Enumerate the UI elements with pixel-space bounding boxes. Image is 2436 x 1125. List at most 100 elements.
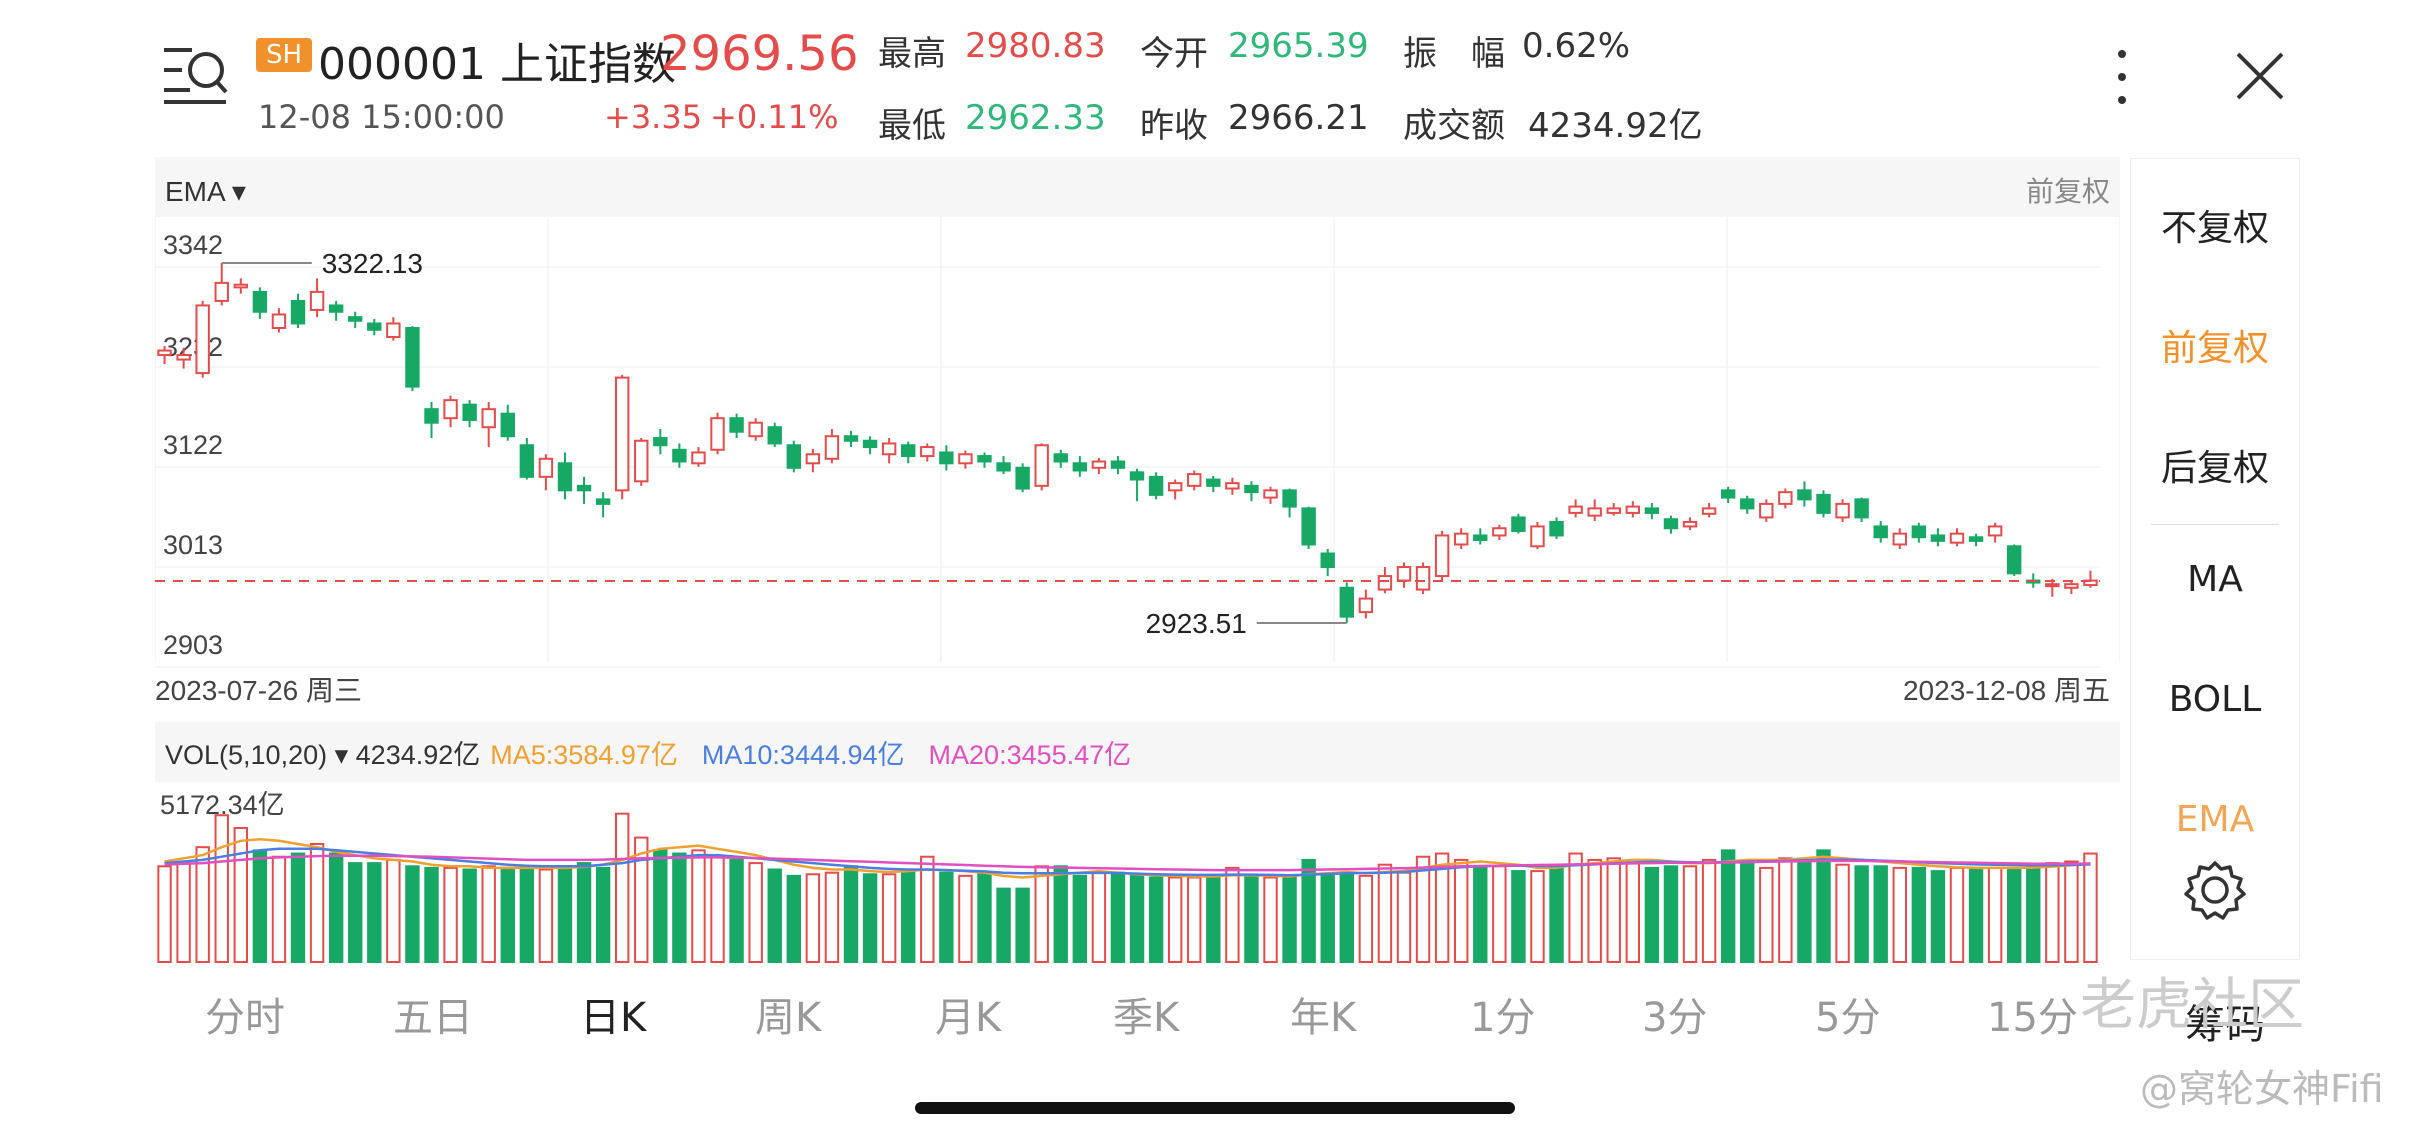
candle-body bbox=[424, 408, 439, 424]
candle-body bbox=[1415, 566, 1431, 591]
candle-body bbox=[1473, 534, 1488, 541]
candle-body bbox=[1034, 444, 1049, 487]
volume-bar bbox=[405, 865, 420, 964]
home-indicator[interactable] bbox=[915, 1102, 1515, 1114]
amplitude-label: 振 幅 bbox=[1403, 34, 1505, 74]
candle-body bbox=[1797, 489, 1812, 501]
option-forward-adjust[interactable]: 前复权 bbox=[2160, 328, 2269, 369]
volume-bar bbox=[1492, 865, 1507, 964]
candle-body bbox=[958, 453, 973, 465]
option-ema[interactable]: EMA bbox=[2175, 799, 2255, 840]
candle-body bbox=[1606, 507, 1621, 514]
volume-bar bbox=[519, 866, 535, 964]
candle-body bbox=[481, 408, 496, 429]
volume-bar bbox=[710, 855, 725, 964]
candle-body bbox=[1320, 552, 1335, 569]
candle-body bbox=[328, 304, 344, 313]
volume-bar bbox=[1454, 858, 1469, 963]
candle-body bbox=[1873, 525, 1888, 539]
tab-chips[interactable]: 筹码 bbox=[2185, 1002, 2265, 1048]
volume-bar bbox=[1663, 865, 1679, 964]
candle-body bbox=[500, 412, 515, 438]
menu-search-icon[interactable] bbox=[160, 40, 230, 110]
tab-3min[interactable]: 3分 bbox=[1642, 995, 1708, 1041]
candle-body bbox=[271, 313, 287, 329]
candle-body bbox=[1072, 462, 1088, 472]
option-boll[interactable]: BOLL bbox=[2168, 679, 2262, 720]
volume-bar bbox=[1148, 876, 1164, 964]
settings-gear-icon[interactable] bbox=[2184, 859, 2246, 921]
vol-indicator-selector[interactable]: VOL(5,10,20) bbox=[165, 740, 327, 770]
vol-current: 4234.92亿 bbox=[356, 740, 481, 770]
volume-bar bbox=[2026, 865, 2041, 964]
candle-body bbox=[1701, 507, 1717, 515]
option-ma[interactable]: MA bbox=[2187, 559, 2243, 600]
candle-body bbox=[881, 442, 897, 456]
volume-bar bbox=[1854, 865, 1869, 964]
close-icon[interactable] bbox=[2232, 48, 2288, 104]
candle-body bbox=[1987, 525, 2003, 537]
candle-body bbox=[1949, 532, 1965, 544]
volume-bar bbox=[576, 862, 592, 963]
indicator-selector[interactable]: EMA ▾ bbox=[165, 176, 246, 207]
candle-body bbox=[1434, 534, 1450, 578]
quote-time: 12-08 15:00:00 bbox=[258, 98, 505, 136]
tab-daily-k[interactable]: 日K bbox=[580, 995, 647, 1041]
kline-chart[interactable]: EMA ▾ 前复权 3342 3232 3122 3013 2903 3322.13 29… bbox=[154, 157, 2121, 967]
candle-body bbox=[1549, 520, 1564, 537]
volume-bar bbox=[271, 855, 287, 964]
volume-bar bbox=[1301, 858, 1316, 963]
tab-yearly-k[interactable]: 年K bbox=[1290, 995, 1357, 1041]
tab-1min[interactable]: 1分 bbox=[1470, 995, 1536, 1041]
volume-bar bbox=[1606, 857, 1621, 964]
candle-body bbox=[996, 462, 1011, 472]
volume-bar bbox=[1587, 858, 1602, 963]
volume-bar bbox=[1396, 871, 1412, 963]
candle-body bbox=[1244, 484, 1259, 494]
volume-bar bbox=[500, 866, 515, 964]
candle-body bbox=[672, 448, 687, 463]
candle-body bbox=[1530, 525, 1545, 548]
tab-quarterly-k[interactable]: 季K bbox=[1113, 995, 1180, 1041]
volume-bar bbox=[1320, 874, 1335, 963]
candle-body bbox=[1396, 566, 1412, 582]
volume-bar bbox=[233, 827, 249, 963]
volume-bar bbox=[691, 849, 706, 963]
tab-15min[interactable]: 15分 bbox=[1987, 995, 2078, 1041]
tab-monthly-k[interactable]: 月K bbox=[935, 995, 1002, 1041]
tab-timeshare[interactable]: 分时 bbox=[205, 995, 285, 1041]
candle-body bbox=[309, 290, 325, 311]
vol-ma20-line bbox=[164, 854, 2091, 872]
candle-body bbox=[691, 451, 706, 465]
candle-body bbox=[1301, 507, 1316, 546]
price-change: +3.35 bbox=[604, 98, 703, 136]
volume-bar bbox=[1206, 874, 1221, 963]
volume-bar bbox=[1720, 849, 1736, 963]
candle-body bbox=[595, 498, 611, 505]
candle-body bbox=[1225, 482, 1240, 490]
y-tick-label: 2903 bbox=[163, 630, 223, 660]
candle-body bbox=[1187, 473, 1202, 487]
kline-chart-svg[interactable]: EMA ▾ 前复权 3342 3232 3122 3013 2903 3322.13 29… bbox=[154, 157, 2121, 967]
y-tick-label: 3342 bbox=[163, 230, 223, 260]
volume-bar bbox=[1377, 863, 1393, 963]
more-icon[interactable] bbox=[2110, 46, 2134, 108]
volume-bar bbox=[901, 870, 916, 963]
candle-body bbox=[1930, 534, 1946, 542]
candle-body bbox=[824, 435, 840, 460]
vol-ma5-label: MA5:3584.97亿 bbox=[490, 740, 678, 770]
candle-body bbox=[1015, 466, 1030, 490]
tab-5day[interactable]: 五日 bbox=[393, 995, 473, 1041]
volume-bar bbox=[462, 868, 477, 964]
candle-body bbox=[786, 444, 801, 469]
volume-bar bbox=[290, 852, 306, 963]
period-tabs: 分时 五日 日K 周K 月K 季K 年K 1分 3分 5分 15分 bbox=[155, 985, 2120, 1055]
tab-5min[interactable]: 5分 bbox=[1815, 995, 1881, 1041]
volume-bar bbox=[1873, 865, 1888, 964]
volume-bar bbox=[348, 862, 363, 963]
tab-weekly-k[interactable]: 周K bbox=[755, 995, 822, 1041]
volume-bar bbox=[1244, 874, 1259, 963]
option-no-adjust[interactable]: 不复权 bbox=[2160, 208, 2269, 249]
volume-bar bbox=[920, 855, 935, 964]
option-backward-adjust[interactable]: 后复权 bbox=[2160, 448, 2269, 489]
